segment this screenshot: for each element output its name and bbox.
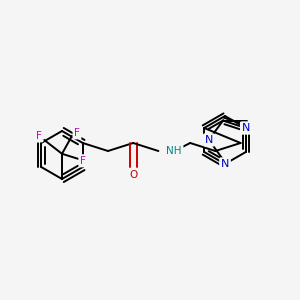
- Text: F: F: [36, 131, 42, 141]
- Text: F: F: [74, 128, 80, 138]
- Text: N: N: [205, 135, 213, 145]
- Text: O: O: [129, 170, 137, 180]
- Text: N: N: [242, 123, 250, 133]
- Text: NH: NH: [167, 146, 182, 156]
- Text: F: F: [80, 156, 86, 166]
- Text: N: N: [221, 159, 229, 169]
